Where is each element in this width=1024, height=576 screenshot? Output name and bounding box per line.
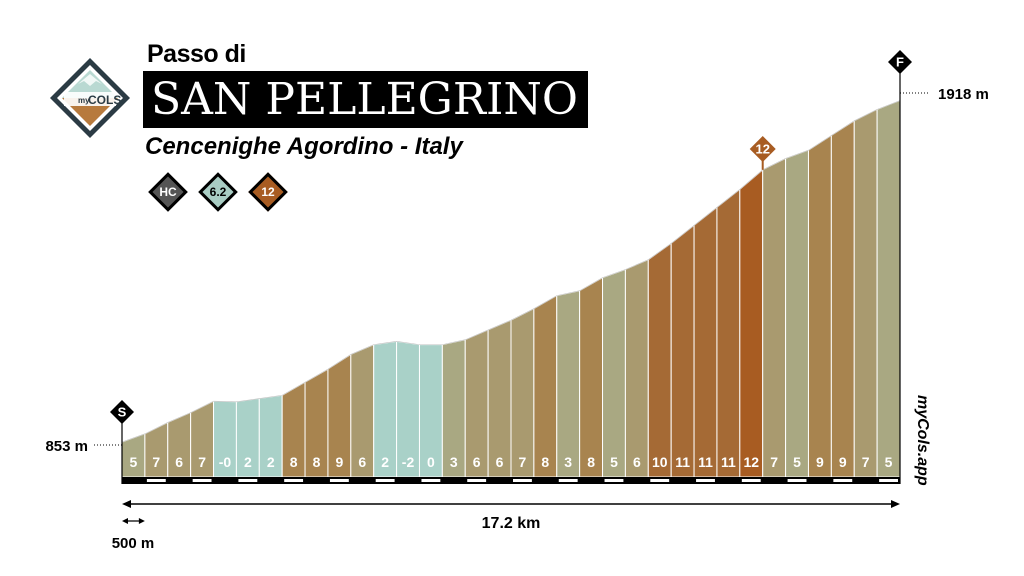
- start-marker-label: S: [118, 405, 127, 420]
- scale-bar-tick: [146, 479, 166, 482]
- scale-bar-tick: [467, 479, 487, 482]
- scale-bar-tick: [375, 479, 395, 482]
- segment-gradient-label: 5: [130, 454, 138, 470]
- segment-gradient-label: 8: [290, 454, 298, 470]
- segment-scale-arrowhead-left: [122, 518, 128, 524]
- profile-segment: [579, 276, 604, 478]
- scale-bar-tick: [329, 479, 349, 482]
- logo-text-top: my: [78, 96, 90, 105]
- segment-gradient-label: 6: [358, 454, 366, 470]
- segment-gradient-label: 3: [564, 454, 572, 470]
- segment-scale-arrowhead-right: [138, 518, 145, 524]
- mycols-watermark: myCols.app: [914, 395, 931, 486]
- profile-segment: [830, 119, 855, 478]
- segment-gradient-label: 7: [152, 454, 160, 470]
- segment-gradient-label: 5: [885, 454, 893, 470]
- segment-gradient-label: 8: [541, 454, 549, 470]
- segment-gradient-label: 2: [244, 454, 252, 470]
- profile-segment: [876, 99, 901, 478]
- finish-marker: [888, 50, 912, 74]
- segment-gradient-label: 6: [175, 454, 183, 470]
- segment-gradient-label: 8: [313, 454, 321, 470]
- logo-text-main: COLS: [88, 93, 121, 107]
- segment-gradient-label: 11: [675, 454, 690, 470]
- segment-gradient-label: -2: [402, 454, 415, 470]
- profile-segment: [716, 188, 741, 478]
- scale-bar-tick: [558, 479, 578, 482]
- segment-gradient-label: 2: [267, 454, 275, 470]
- segment-gradient-label: 11: [721, 454, 736, 470]
- start-elevation-label: 853 m: [45, 438, 88, 455]
- profile-segment: [670, 224, 695, 478]
- scale-bar-tick: [513, 479, 532, 482]
- segment-gradient-label: 3: [450, 454, 458, 470]
- profile-outline: [121, 100, 901, 443]
- scale-bar-tick: [192, 479, 212, 482]
- total-distance-arrowhead-left: [122, 500, 131, 508]
- finish-marker-label: F: [896, 55, 904, 70]
- climb-pretitle: Passo di: [147, 40, 246, 68]
- scale-bar-tick: [787, 479, 807, 482]
- max-gradient-badge: 12: [246, 170, 290, 214]
- profile-segment: [853, 108, 878, 478]
- segment-gradient-label: 9: [335, 454, 343, 470]
- climb-location: Cencenighe Agordino - Italy: [145, 133, 463, 160]
- segment-gradient-label: 7: [519, 454, 527, 470]
- segment-gradient-label: 6: [633, 454, 641, 470]
- climb-title: SAN PELLEGRINO: [143, 71, 588, 128]
- badge-row: HC 6.2 12: [146, 170, 306, 214]
- segment-gradient-label: 7: [770, 454, 778, 470]
- profile-segment: [807, 134, 832, 478]
- segment-gradient-label: 11: [698, 454, 713, 470]
- segment-gradient-label: 2: [381, 454, 389, 470]
- avg-gradient-badge: 6.2: [196, 170, 240, 214]
- segment-gradient-label: 5: [793, 454, 801, 470]
- scale-bar-tick: [879, 479, 898, 482]
- profile-segment: [510, 307, 535, 478]
- segment-gradient-label: -0: [219, 454, 232, 470]
- start-marker: [110, 400, 134, 424]
- scale-bar-tick: [421, 479, 441, 482]
- total-distance-arrowhead-right: [891, 500, 900, 508]
- segment-gradient-label: 7: [862, 454, 870, 470]
- segment-scale-label: 500 m: [112, 535, 155, 552]
- scale-bar-tick: [238, 479, 258, 482]
- profile-segment: [693, 206, 718, 478]
- segment-gradient-label: 9: [816, 454, 824, 470]
- peak-gradient-marker-label: 12: [755, 142, 769, 157]
- end-elevation-label: 1918 m: [938, 86, 989, 103]
- profile-segment: [602, 268, 626, 478]
- segment-gradient-label: 8: [587, 454, 595, 470]
- profile-segment: [556, 290, 581, 478]
- mycols-logo: my COLS: [50, 58, 130, 138]
- segment-gradient-label: 0: [427, 454, 435, 470]
- segment-gradient-label: 6: [496, 454, 504, 470]
- scale-bar-tick: [604, 479, 624, 482]
- peak-gradient-marker: [749, 136, 776, 162]
- segment-gradient-label: 6: [473, 454, 481, 470]
- profile-segment: [624, 258, 649, 478]
- segment-gradient-label: 9: [839, 454, 847, 470]
- segment-gradient-label: 12: [743, 454, 759, 470]
- segment-gradient-label: 5: [610, 454, 618, 470]
- profile-segment: [785, 149, 809, 478]
- scale-bar-tick: [696, 479, 715, 482]
- distance-scale-bar: [122, 477, 900, 484]
- scale-bar-tick: [741, 479, 761, 482]
- total-distance-label: 17.2 km: [482, 515, 541, 532]
- segment-gradient-label: 7: [198, 454, 206, 470]
- profile-segment: [762, 157, 787, 478]
- profile-segment: [647, 242, 672, 478]
- scale-bar-tick: [650, 479, 670, 482]
- segment-gradient-label: 10: [652, 454, 668, 470]
- category-badge: HC: [146, 170, 190, 214]
- scale-bar-tick: [284, 479, 304, 482]
- profile-segment: [739, 168, 764, 478]
- scale-bar-tick: [833, 479, 853, 482]
- profile-segment: [533, 294, 558, 478]
